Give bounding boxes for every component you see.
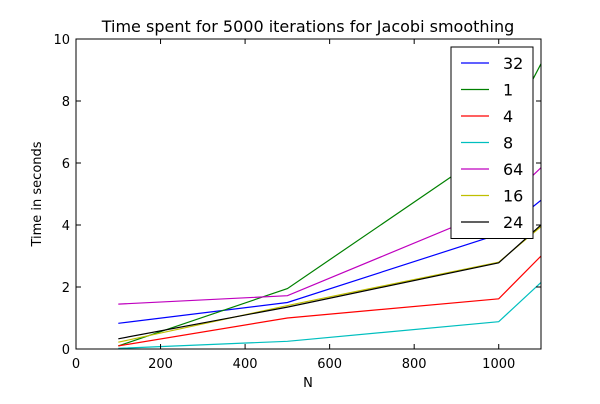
series-line-8 xyxy=(118,281,541,349)
y-tick-label: 4 xyxy=(62,219,70,234)
x-axis-label: N xyxy=(303,376,313,391)
x-tick-label: 600 xyxy=(317,357,342,372)
legend-label-64: 64 xyxy=(503,160,523,179)
legend-label-1: 1 xyxy=(503,81,513,100)
y-tick-label: 0 xyxy=(62,343,70,358)
y-tick-label: 6 xyxy=(62,157,70,172)
x-tick-label: 0 xyxy=(72,357,80,372)
x-tick-label: 800 xyxy=(402,357,427,372)
plot-frame xyxy=(75,38,542,350)
legend-label-8: 8 xyxy=(503,134,513,153)
series-line-24 xyxy=(118,224,541,340)
x-tick-label: 1000 xyxy=(482,357,515,372)
legend-label-24: 24 xyxy=(503,213,523,232)
legend-label-4: 4 xyxy=(503,107,513,126)
legend-label-16: 16 xyxy=(503,187,523,206)
series-line-4 xyxy=(118,255,541,347)
x-tick-label: 400 xyxy=(233,357,258,372)
x-axis: 0 200 400 600 800 1000 xyxy=(72,39,515,372)
legend-label-32: 32 xyxy=(503,54,523,73)
y-tick-label: 10 xyxy=(53,33,70,48)
y-axis-label: Time in seconds xyxy=(30,141,45,247)
x-tick-label: 200 xyxy=(148,357,173,372)
y-tick-label: 8 xyxy=(62,95,70,110)
chart-title: Time spent for 5000 iterations for Jacob… xyxy=(101,17,515,36)
y-tick-label: 2 xyxy=(62,281,70,296)
legend: 32 1 4 8 64 16 24 xyxy=(450,46,534,239)
series-lines xyxy=(118,63,541,349)
